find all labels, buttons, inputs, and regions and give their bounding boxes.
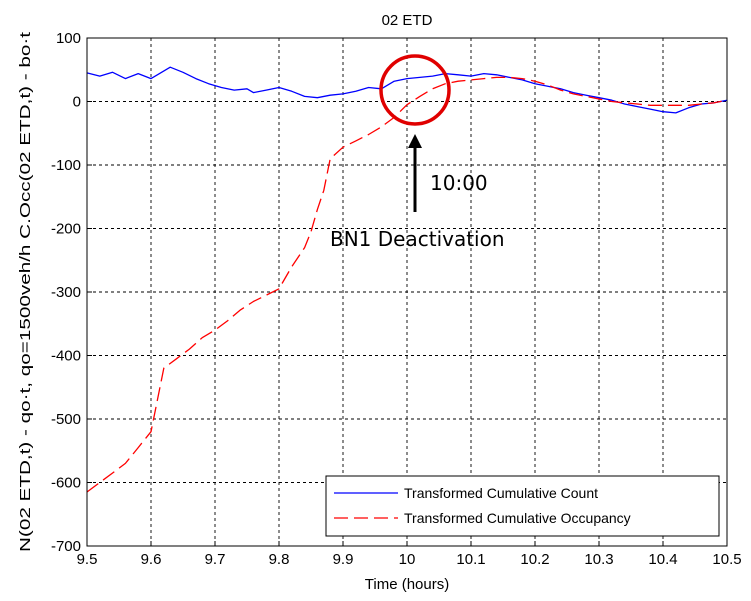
y-tick-label: -700 <box>51 538 81 555</box>
y-tick-label: -600 <box>51 475 81 492</box>
y-tick-label: -200 <box>51 221 81 238</box>
plot-frame <box>86 37 728 547</box>
legend-label-count: Transformed Cumulative Count <box>404 485 598 501</box>
x-tick-label: 10 <box>399 551 416 568</box>
y-tick-labels: 100 0 -100 -200 -300 -400 -500 -600 -700 <box>51 30 81 555</box>
x-tick-label: 10.5 <box>712 551 741 568</box>
x-tick-label: 9.7 <box>205 551 226 568</box>
y-tick-label: -500 <box>51 411 81 428</box>
series-layer <box>86 66 728 493</box>
x-tick-label: 9.5 <box>77 551 98 568</box>
y-tick-label: -300 <box>51 284 81 301</box>
x-tick-labels: 9.5 9.6 9.7 9.8 9.9 10 10.1 10.2 10.3 10.4 10.5 <box>77 551 742 568</box>
x-tick-label: 10.3 <box>584 551 613 568</box>
highlight-circle <box>379 54 451 126</box>
y-tick-label: 100 <box>56 30 81 47</box>
y-tick-label: -100 <box>51 157 81 174</box>
y-axis-label: N(02 ETD,t) - qo·t, qo=1500veh/h C.Occ(0… <box>17 31 34 552</box>
event-annotation: BN1 Deactivation <box>330 227 505 251</box>
x-axis-label: Time (hours) <box>365 576 449 593</box>
legend: Transformed Cumulative Count Transformed… <box>325 475 720 537</box>
x-tick-label: 10.4 <box>648 551 677 568</box>
up-arrow-icon <box>408 134 422 212</box>
x-tick-label: 10.2 <box>520 551 549 568</box>
x-tick-label: 10.1 <box>456 551 485 568</box>
chart-title: 02 ETD <box>382 12 433 29</box>
x-tick-label: 9.6 <box>141 551 162 568</box>
y-tick-label: 0 <box>73 94 81 111</box>
y-tick-label: -400 <box>51 348 81 365</box>
x-tick-label: 9.9 <box>333 551 354 568</box>
x-tick-label: 9.8 <box>269 551 290 568</box>
series-line-cumulative-occupancy <box>86 76 728 493</box>
legend-label-occupancy: Transformed Cumulative Occupancy <box>404 510 631 526</box>
time-annotation: 10:00 <box>430 171 488 195</box>
grid-lines <box>86 37 728 547</box>
